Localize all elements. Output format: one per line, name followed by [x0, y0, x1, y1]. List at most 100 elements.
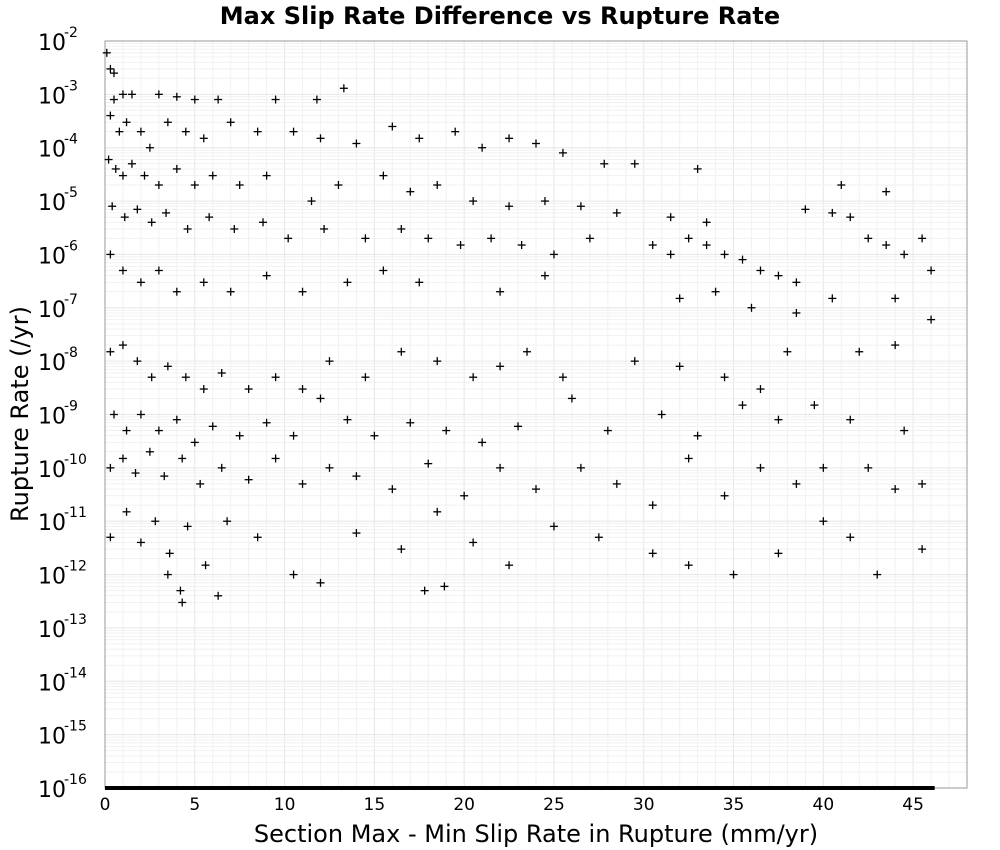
- data-point: [612, 208, 621, 217]
- data-point: [478, 143, 487, 152]
- data-point: [172, 287, 181, 296]
- data-point: [214, 591, 223, 600]
- y-tick-label-exponent: -2: [64, 25, 78, 41]
- y-tick-label-exponent: -14: [64, 665, 87, 681]
- data-point: [648, 241, 657, 250]
- data-point: [160, 472, 169, 481]
- data-point: [312, 95, 321, 104]
- data-point: [316, 578, 325, 587]
- data-point: [828, 294, 837, 303]
- data-point: [151, 517, 160, 526]
- data-point: [136, 127, 145, 136]
- data-point: [819, 517, 828, 526]
- x-tick-label: 35: [723, 795, 745, 815]
- data-point: [271, 454, 280, 463]
- data-point: [102, 48, 111, 57]
- data-point: [487, 234, 496, 243]
- data-point: [442, 426, 451, 435]
- x-axis-label: Section Max - Min Slip Rate in Rupture (…: [254, 820, 818, 848]
- data-point: [801, 205, 810, 214]
- data-point: [271, 373, 280, 382]
- y-tick-label-base: 10: [38, 351, 66, 376]
- y-tick-label-exponent: -3: [64, 78, 78, 94]
- data-point: [846, 533, 855, 542]
- data-point: [918, 479, 927, 488]
- data-point: [361, 373, 370, 382]
- data-point: [469, 538, 478, 547]
- data-point: [162, 208, 171, 217]
- data-point: [456, 241, 465, 250]
- data-point: [379, 171, 388, 180]
- data-point: [702, 241, 711, 250]
- y-axis-label: Rupture Rate (/yr): [6, 306, 34, 522]
- data-point: [334, 181, 343, 190]
- data-point: [406, 418, 415, 427]
- data-point: [738, 255, 747, 264]
- data-point: [262, 418, 271, 427]
- data-point: [918, 234, 927, 243]
- data-point: [136, 410, 145, 419]
- data-point: [918, 545, 927, 554]
- data-point: [289, 570, 298, 579]
- chart-title: Max Slip Rate Difference vs Rupture Rate: [220, 2, 780, 30]
- data-point: [648, 549, 657, 558]
- data-point: [693, 164, 702, 173]
- data-point: [451, 127, 460, 136]
- data-point: [106, 347, 115, 356]
- data-point: [460, 491, 469, 500]
- data-point: [774, 271, 783, 280]
- y-tick-label-base: 10: [38, 671, 66, 696]
- data-point: [864, 234, 873, 243]
- data-point: [230, 224, 239, 233]
- data-point: [711, 287, 720, 296]
- x-tick-labels: 0 5 10 15 20 25 30 35 40 45: [100, 795, 924, 815]
- y-tick-label-base: 10: [38, 405, 66, 430]
- data-point: [702, 218, 711, 227]
- data-point: [792, 479, 801, 488]
- data-point: [106, 64, 115, 73]
- data-point: [415, 278, 424, 287]
- data-point: [440, 582, 449, 591]
- x-tick-label: 25: [543, 795, 565, 815]
- data-point: [183, 522, 192, 531]
- data-point: [325, 357, 334, 366]
- data-point: [217, 368, 226, 377]
- data-point: [104, 155, 113, 164]
- data-point: [891, 341, 900, 350]
- data-point: [196, 479, 205, 488]
- data-point: [106, 463, 115, 472]
- y-tick-label-base: 10: [38, 618, 66, 643]
- data-point: [147, 373, 156, 382]
- data-point: [496, 463, 505, 472]
- zero-rate-points: [105, 786, 935, 790]
- data-point: [657, 410, 666, 419]
- y-tick-label-base: 10: [38, 725, 66, 750]
- data-point: [316, 134, 325, 143]
- data-point: [756, 266, 765, 275]
- data-point: [190, 95, 199, 104]
- data-point: [226, 118, 235, 127]
- data-point: [172, 164, 181, 173]
- y-tick-label-exponent: -5: [64, 185, 78, 201]
- data-point: [738, 401, 747, 410]
- data-point: [136, 278, 145, 287]
- data-point: [666, 213, 675, 222]
- data-point: [172, 92, 181, 101]
- data-point: [106, 250, 115, 259]
- data-point: [585, 234, 594, 243]
- data-point: [235, 431, 244, 440]
- data-point: [684, 234, 693, 243]
- data-point: [289, 431, 298, 440]
- data-point: [320, 224, 329, 233]
- x-tick-label: 30: [633, 795, 655, 815]
- data-point: [214, 95, 223, 104]
- data-point: [127, 159, 136, 168]
- data-point: [397, 545, 406, 554]
- data-point: [379, 266, 388, 275]
- data-point: [469, 197, 478, 206]
- data-point: [118, 171, 127, 180]
- data-point: [118, 266, 127, 275]
- data-point: [684, 454, 693, 463]
- data-point: [666, 250, 675, 259]
